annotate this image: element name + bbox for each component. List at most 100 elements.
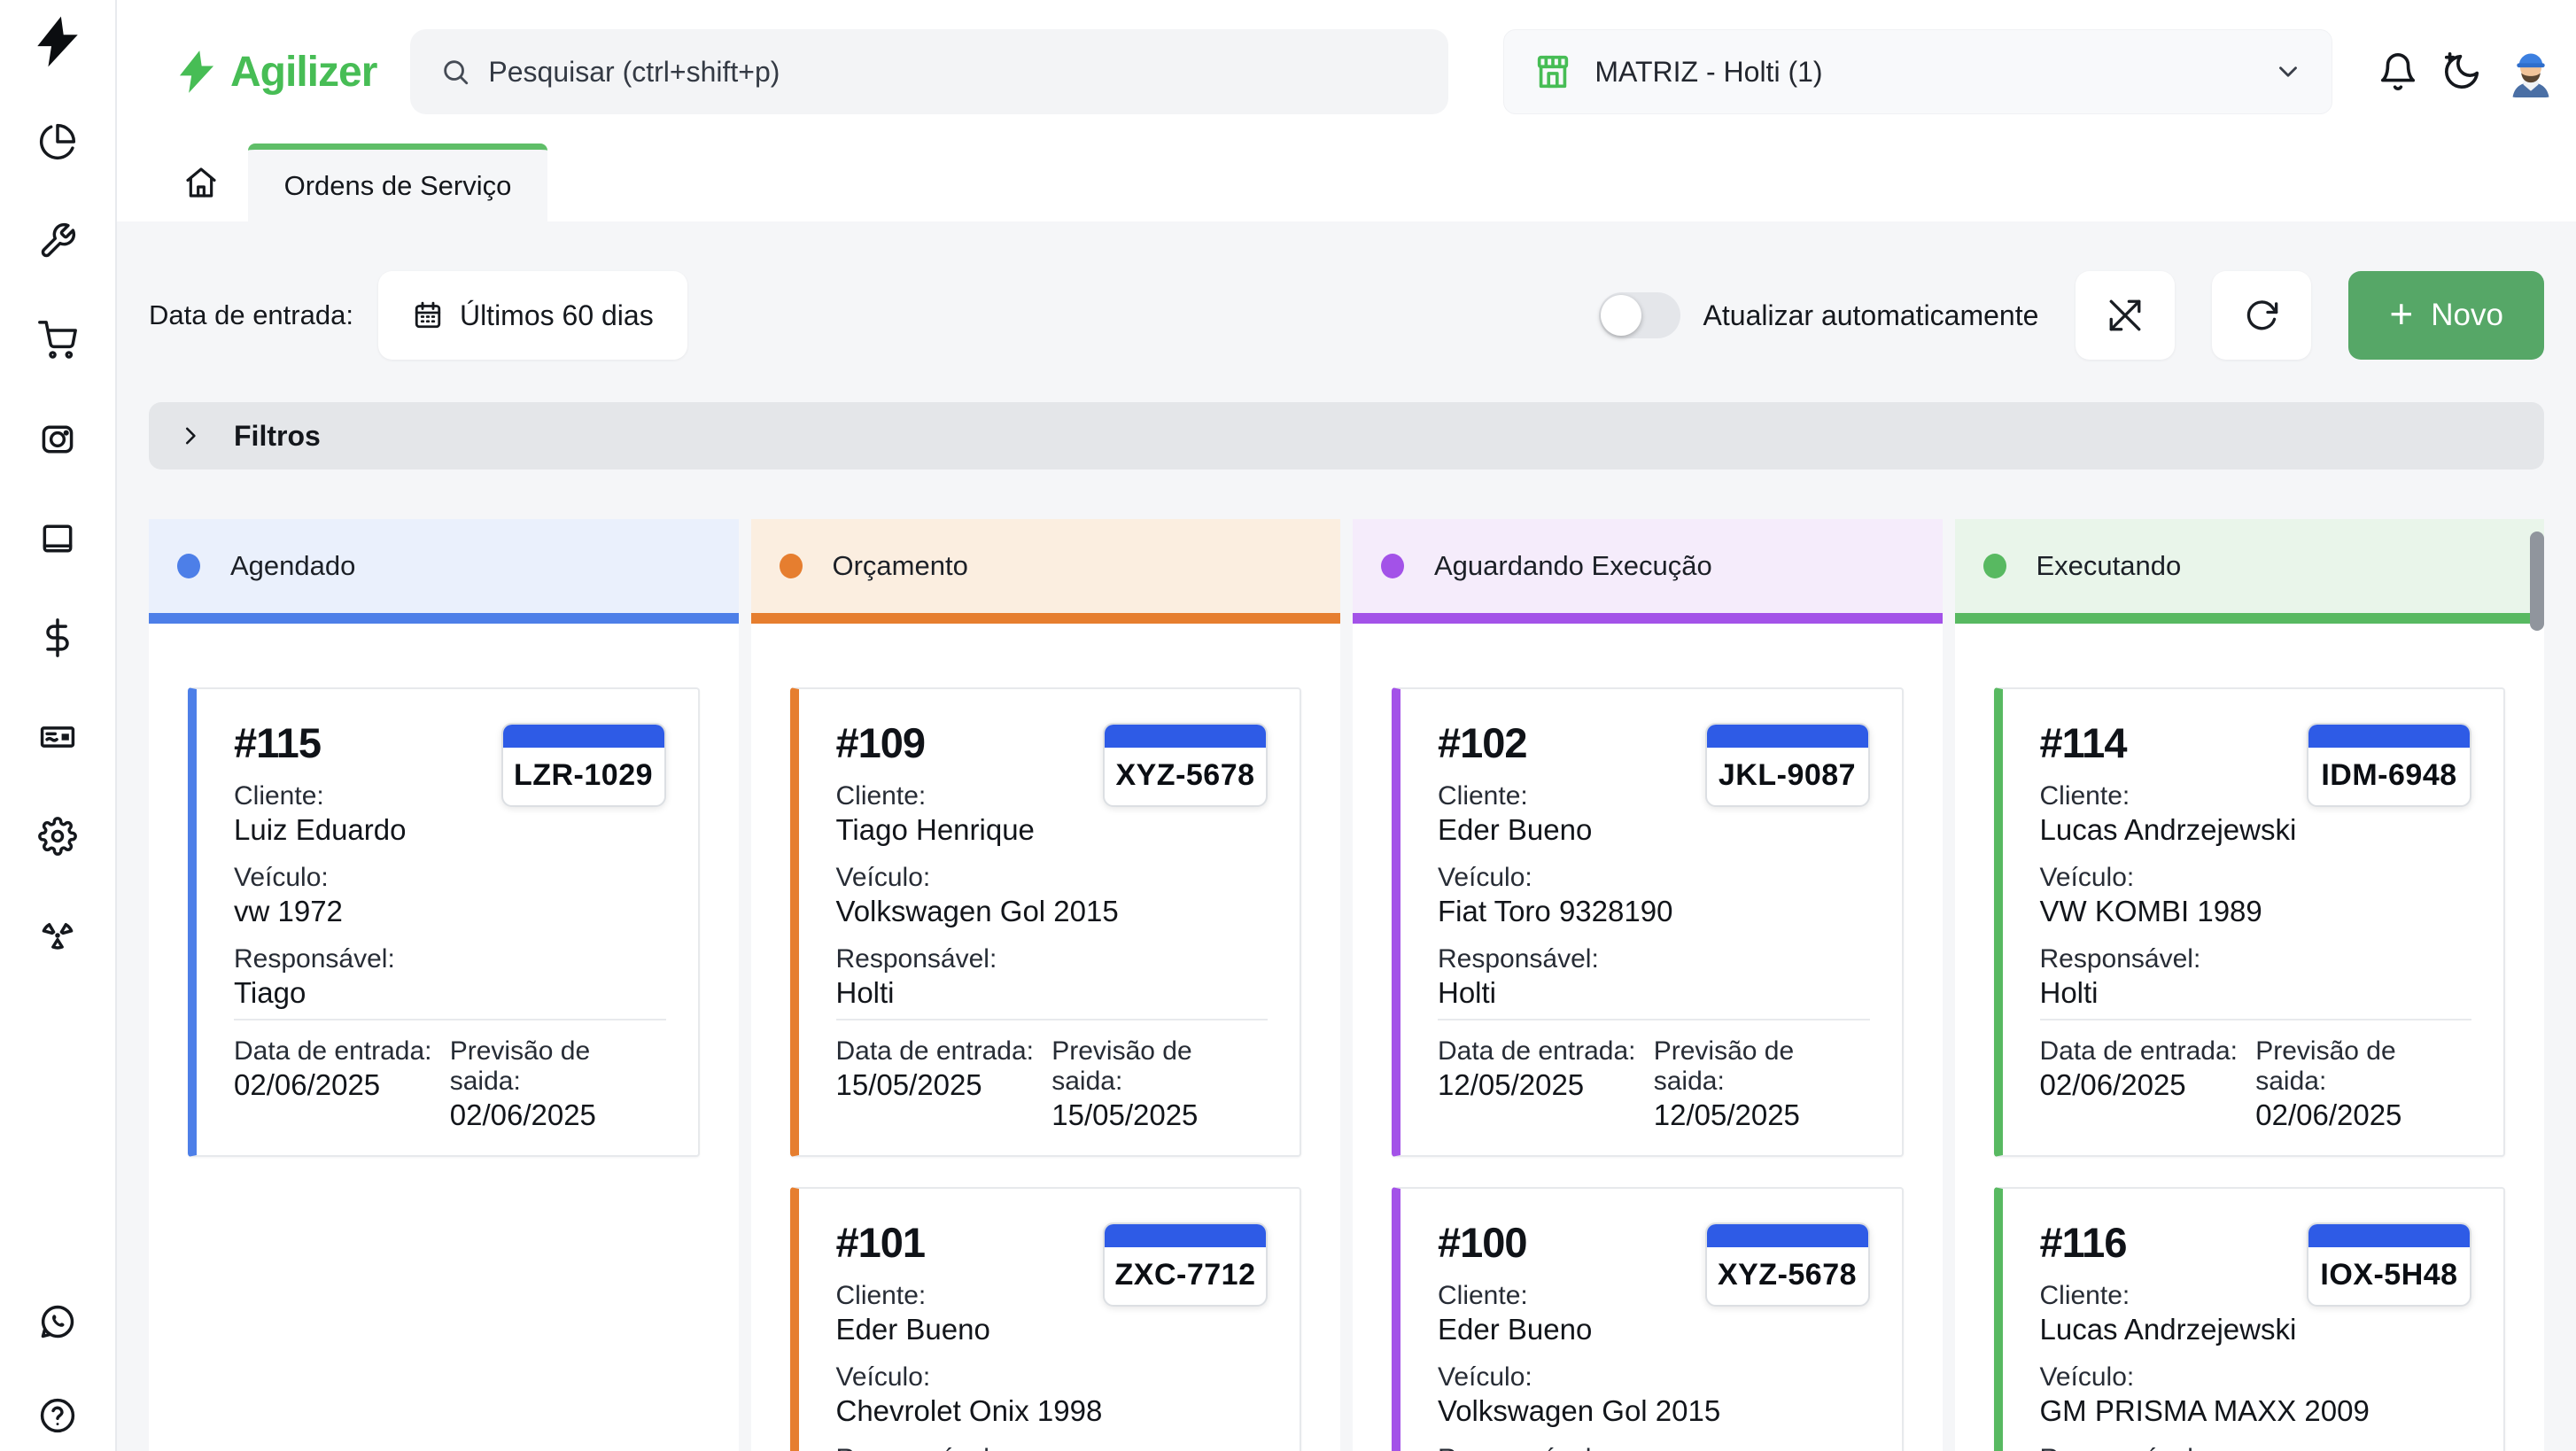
column-header: Aguardando Execução (1353, 519, 1943, 624)
gear-icon[interactable] (38, 817, 77, 856)
dark-mode-moon-icon[interactable] (2441, 51, 2482, 92)
exit-date-value: 15/05/2025 (1051, 1098, 1268, 1132)
responsible-label: Responsável: (836, 1444, 1269, 1451)
vehicle-label: Veículo: (2040, 863, 2472, 893)
cheque-icon[interactable] (38, 718, 77, 757)
license-plate-badge: XYZ-5678 (1705, 1222, 1870, 1307)
vehicle-label: Veículo: (1438, 863, 1870, 893)
column-header: Executando (1955, 519, 2545, 624)
column-header: Agendado (149, 519, 739, 624)
radiation-icon[interactable] (38, 916, 77, 955)
column-aguardando-execucao: Aguardando Execução JKL-9087 #102 Client… (1353, 519, 1943, 1451)
chevron-down-icon (2273, 57, 2303, 87)
wrench-icon[interactable] (38, 221, 77, 260)
shopping-cart-icon[interactable] (38, 321, 77, 360)
card-divider (2040, 1019, 2472, 1020)
card-divider (836, 1019, 1269, 1020)
client-value: Eder Bueno (1438, 813, 1870, 847)
kanban-board: Agendado LZR-1029 #115 Cliente:Luiz Edua… (149, 519, 2544, 1451)
date-range-value: Últimos 60 dias (460, 299, 654, 332)
plate-number: IOX-5H48 (2308, 1247, 2470, 1305)
plate-blue-strip (2308, 1224, 2470, 1247)
column-header: Orçamento (751, 519, 1341, 624)
branch-selector[interactable]: MATRIZ - Holti (1) (1503, 29, 2332, 114)
user-avatar[interactable] (2505, 46, 2557, 97)
card-divider (1438, 1019, 1870, 1020)
exit-date-value: 12/05/2025 (1654, 1098, 1870, 1132)
date-range-button[interactable]: Últimos 60 dias (378, 271, 687, 360)
responsible-label: Responsável: (2040, 944, 2472, 974)
refresh-button[interactable] (2212, 271, 2311, 360)
toggle-knob (1601, 295, 1641, 336)
refresh-icon (2243, 297, 2280, 334)
order-card[interactable]: LZR-1029 #115 Cliente:Luiz Eduardo Veícu… (188, 687, 700, 1157)
exit-date-value: 02/06/2025 (450, 1098, 666, 1132)
responsible-label: Responsável: (1438, 1444, 1870, 1451)
brand-bolt-icon (174, 49, 220, 95)
exit-date-label: Previsão de saida: (2255, 1036, 2471, 1097)
board-toolbar: Data de entrada: Últimos 60 dias Atualiz… (149, 271, 2544, 360)
home-icon (183, 165, 219, 200)
vehicle-value: vw 1972 (234, 895, 666, 928)
notifications-bell-icon[interactable] (2378, 51, 2418, 92)
license-plate-badge: LZR-1029 (501, 723, 666, 807)
fullscreen-button[interactable] (2076, 271, 2175, 360)
order-card[interactable]: XYZ-5678 #109 Cliente:Tiago Henrique Veí… (790, 687, 1302, 1157)
column-body: IDM-6948 #114 Cliente:Lucas Andrzejewski… (1955, 624, 2545, 1451)
order-card[interactable]: ZXC-7712 #101 Cliente:Eder Bueno Veículo… (790, 1187, 1302, 1451)
auto-update-toggle[interactable] (1599, 292, 1680, 338)
app-root: Agilizer MATRIZ - Holti (1) (0, 0, 2576, 1451)
home-tab-button[interactable] (174, 144, 229, 221)
vehicle-value: Volkswagen Gol 2015 (836, 895, 1269, 928)
tab-ordens-de-servico[interactable]: Ordens de Serviço (248, 144, 547, 221)
plate-number: IDM-6948 (2308, 748, 2470, 805)
vehicle-value: GM PRISMA MAXX 2009 (2040, 1394, 2472, 1428)
card-divider (234, 1019, 666, 1020)
exit-date-label: Previsão de saida: (1654, 1036, 1870, 1097)
plus-icon: + (2389, 293, 2413, 334)
column-title: Orçamento (833, 550, 968, 582)
plate-number: LZR-1029 (503, 748, 664, 805)
exit-date-label: Previsão de saida: (450, 1036, 666, 1097)
vehicle-value: Fiat Toro 9328190 (1438, 895, 1870, 928)
pie-chart-icon[interactable] (38, 122, 77, 161)
book-icon[interactable] (38, 519, 77, 558)
content-area: Data de entrada: Últimos 60 dias Atualiz… (117, 221, 2576, 1451)
responsible-label: Responsável: (234, 944, 666, 974)
plate-blue-strip (1105, 725, 1266, 748)
dollar-sign-icon[interactable] (38, 618, 77, 657)
tab-label: Ordens de Serviço (284, 170, 512, 202)
app-logo-bolt-icon[interactable] (30, 14, 85, 78)
plate-blue-strip (2308, 725, 2470, 748)
board-scrollbar[interactable] (2530, 532, 2544, 631)
status-dot (1983, 554, 2006, 578)
vehicle-label: Veículo: (2040, 1362, 2472, 1393)
calendar-icon (412, 299, 444, 331)
client-value: Lucas Andrzejewski (2040, 813, 2472, 847)
vehicle-label: Veículo: (234, 863, 666, 893)
order-card[interactable]: IOX-5H48 #116 Cliente:Lucas Andrzejewski… (1994, 1187, 2506, 1451)
plate-blue-strip (1707, 725, 1868, 748)
plate-number: XYZ-5678 (1105, 748, 1266, 805)
help-icon[interactable] (38, 1396, 77, 1435)
vehicle-value: VW KOMBI 1989 (2040, 895, 2472, 928)
expand-icon (2107, 297, 2144, 334)
filters-panel-header[interactable]: Filtros (149, 402, 2544, 469)
column-title: Aguardando Execução (1434, 550, 1712, 582)
whatsapp-icon[interactable] (38, 1302, 77, 1341)
camera-icon[interactable] (38, 420, 77, 459)
brand-logo[interactable]: Agilizer (174, 48, 376, 97)
new-order-button[interactable]: + Novo (2348, 271, 2544, 360)
global-search[interactable] (410, 29, 1448, 114)
column-title: Executando (2037, 550, 2182, 582)
responsible-label: Responsável: (1438, 944, 1870, 974)
license-plate-badge: IOX-5H48 (2307, 1222, 2471, 1307)
order-card[interactable]: JKL-9087 #102 Cliente:Eder Bueno Veículo… (1392, 687, 1904, 1157)
order-card[interactable]: XYZ-5678 #100 Cliente:Eder Bueno Veículo… (1392, 1187, 1904, 1451)
entry-date-value: 02/06/2025 (234, 1068, 450, 1102)
search-input[interactable] (488, 56, 1418, 89)
column-orcamento: Orçamento XYZ-5678 #109 Cliente:Tiago He… (751, 519, 1341, 1451)
plate-blue-strip (1707, 1224, 1868, 1247)
order-card[interactable]: IDM-6948 #114 Cliente:Lucas Andrzejewski… (1994, 687, 2506, 1157)
vehicle-label: Veículo: (836, 863, 1269, 893)
